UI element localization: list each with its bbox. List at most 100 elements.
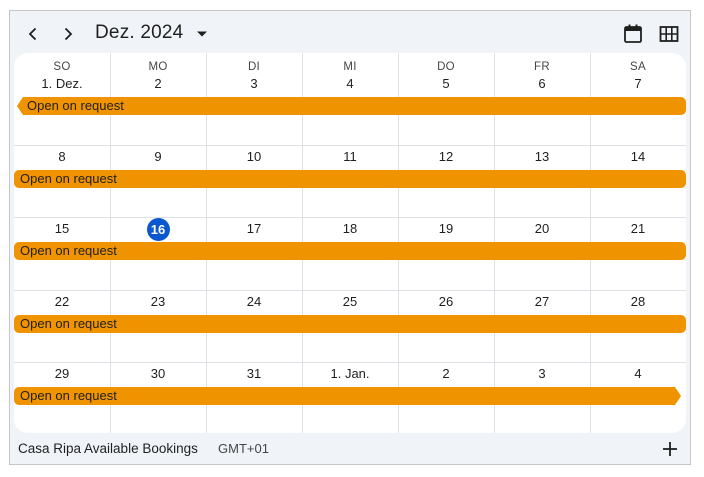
day-number[interactable]: 5 bbox=[398, 76, 494, 91]
day-number[interactable]: 18 bbox=[302, 221, 398, 236]
day-label: 24 bbox=[246, 294, 262, 309]
day-number[interactable]: 20 bbox=[494, 221, 590, 236]
day-number[interactable]: 3 bbox=[206, 76, 302, 91]
calendar-widget: Dez. 2024 SO MO DI MI DO FR SA 1. Dez. 2 3 4 5 6 7 Ope… bbox=[9, 10, 691, 465]
day-label: 12 bbox=[438, 149, 454, 164]
event-chip[interactable]: Open on request bbox=[14, 170, 686, 188]
day-label: 11 bbox=[343, 149, 357, 164]
day-label: 4 bbox=[634, 366, 642, 381]
event-chip[interactable]: Open on request bbox=[14, 387, 681, 405]
day-number[interactable]: 28 bbox=[590, 294, 686, 309]
chevron-left-icon bbox=[28, 27, 37, 41]
day-label: 3 bbox=[538, 366, 546, 381]
row-divider bbox=[14, 145, 686, 146]
day-label: 4 bbox=[346, 76, 354, 91]
day-number[interactable]: 30 bbox=[110, 366, 206, 381]
day-label: 2 bbox=[442, 366, 450, 381]
day-number[interactable]: 8 bbox=[14, 149, 110, 164]
day-label: 1. Jan. bbox=[330, 366, 370, 381]
event-chip[interactable]: Open on request bbox=[17, 97, 686, 115]
calendar-month-view-icon[interactable] bbox=[622, 23, 644, 45]
day-number[interactable]: 26 bbox=[398, 294, 494, 309]
day-label: 5 bbox=[442, 76, 450, 91]
day-label: 31 bbox=[246, 366, 262, 381]
event-chip[interactable]: Open on request bbox=[14, 242, 686, 260]
day-number[interactable]: 2 bbox=[398, 366, 494, 381]
day-label: 26 bbox=[438, 294, 454, 309]
day-label: 16 bbox=[146, 218, 170, 241]
day-number[interactable]: 25 bbox=[302, 294, 398, 309]
month-title[interactable]: Dez. 2024 bbox=[95, 22, 184, 43]
calendar-header: Dez. 2024 bbox=[10, 11, 690, 55]
day-number[interactable]: 13 bbox=[494, 149, 590, 164]
weekday-header: MO bbox=[148, 61, 168, 73]
weekday-header: SO bbox=[53, 61, 71, 73]
day-number[interactable]: 4 bbox=[590, 366, 686, 381]
day-number[interactable]: 22 bbox=[14, 294, 110, 309]
weekday-header: DI bbox=[247, 61, 261, 73]
plus-icon[interactable] bbox=[660, 439, 680, 459]
day-label: 7 bbox=[634, 76, 642, 91]
day-number[interactable]: 31 bbox=[206, 366, 302, 381]
day-label: 8 bbox=[58, 149, 66, 164]
prev-month-button[interactable] bbox=[21, 22, 45, 46]
day-label: 21 bbox=[630, 221, 646, 236]
day-label: 15 bbox=[54, 221, 70, 236]
day-number[interactable]: 17 bbox=[206, 221, 302, 236]
next-month-button[interactable] bbox=[56, 22, 80, 46]
day-label: 22 bbox=[54, 294, 70, 309]
weekday-header: SA bbox=[630, 61, 646, 73]
timezone-label: GMT+01 bbox=[218, 441, 269, 456]
day-label: 2 bbox=[154, 76, 162, 91]
day-number[interactable]: 29 bbox=[14, 366, 110, 381]
calendar-footer: Casa Ripa Available Bookings GMT+01 bbox=[10, 433, 690, 466]
today-day-number[interactable]: 16 bbox=[110, 218, 206, 241]
day-number[interactable]: 10 bbox=[206, 149, 302, 164]
day-label: 29 bbox=[54, 366, 70, 381]
weekday-header: FR bbox=[534, 61, 550, 73]
arrow-drop-down-icon[interactable] bbox=[196, 30, 208, 38]
event-chip[interactable]: Open on request bbox=[14, 315, 686, 333]
day-label: 9 bbox=[154, 149, 162, 164]
day-number[interactable]: 14 bbox=[590, 149, 686, 164]
day-number[interactable]: 21 bbox=[590, 221, 686, 236]
row-divider bbox=[14, 217, 686, 218]
grid-view-icon[interactable] bbox=[658, 23, 680, 45]
day-label: 14 bbox=[630, 149, 646, 164]
day-label: 13 bbox=[534, 149, 550, 164]
day-number[interactable]: 9 bbox=[110, 149, 206, 164]
day-number[interactable]: 23 bbox=[110, 294, 206, 309]
day-label: 25 bbox=[342, 294, 358, 309]
day-label: 27 bbox=[534, 294, 550, 309]
day-number[interactable]: 27 bbox=[494, 294, 590, 309]
day-label: 18 bbox=[342, 221, 358, 236]
day-number[interactable]: 7 bbox=[590, 76, 686, 91]
day-number[interactable]: 2 bbox=[110, 76, 206, 91]
day-label: 30 bbox=[150, 366, 166, 381]
weekday-header: DO bbox=[437, 61, 455, 73]
day-label: 3 bbox=[250, 76, 258, 91]
day-label: 19 bbox=[438, 221, 454, 236]
day-number[interactable]: 11 bbox=[302, 149, 398, 164]
day-number[interactable]: 1. Dez. bbox=[14, 76, 110, 91]
day-label: 17 bbox=[246, 221, 262, 236]
day-label: 1. Dez. bbox=[41, 76, 83, 91]
row-divider bbox=[14, 362, 686, 363]
day-number[interactable]: 4 bbox=[302, 76, 398, 91]
day-label: 6 bbox=[538, 76, 546, 91]
day-number[interactable]: 6 bbox=[494, 76, 590, 91]
row-divider bbox=[14, 290, 686, 291]
day-label: 28 bbox=[630, 294, 646, 309]
day-number[interactable]: 19 bbox=[398, 221, 494, 236]
month-grid: SO MO DI MI DO FR SA 1. Dez. 2 3 4 5 6 7 Open on reque… bbox=[14, 53, 686, 433]
day-number[interactable]: 1. Jan. bbox=[302, 366, 398, 381]
day-label: 20 bbox=[534, 221, 550, 236]
day-number[interactable]: 15 bbox=[14, 221, 110, 236]
day-label: 10 bbox=[246, 149, 262, 164]
day-number[interactable]: 3 bbox=[494, 366, 590, 381]
day-number[interactable]: 24 bbox=[206, 294, 302, 309]
weekday-header: MI bbox=[343, 61, 357, 73]
day-number[interactable]: 12 bbox=[398, 149, 494, 164]
chevron-right-icon bbox=[64, 27, 73, 41]
calendar-name: Casa Ripa Available Bookings bbox=[18, 441, 198, 456]
